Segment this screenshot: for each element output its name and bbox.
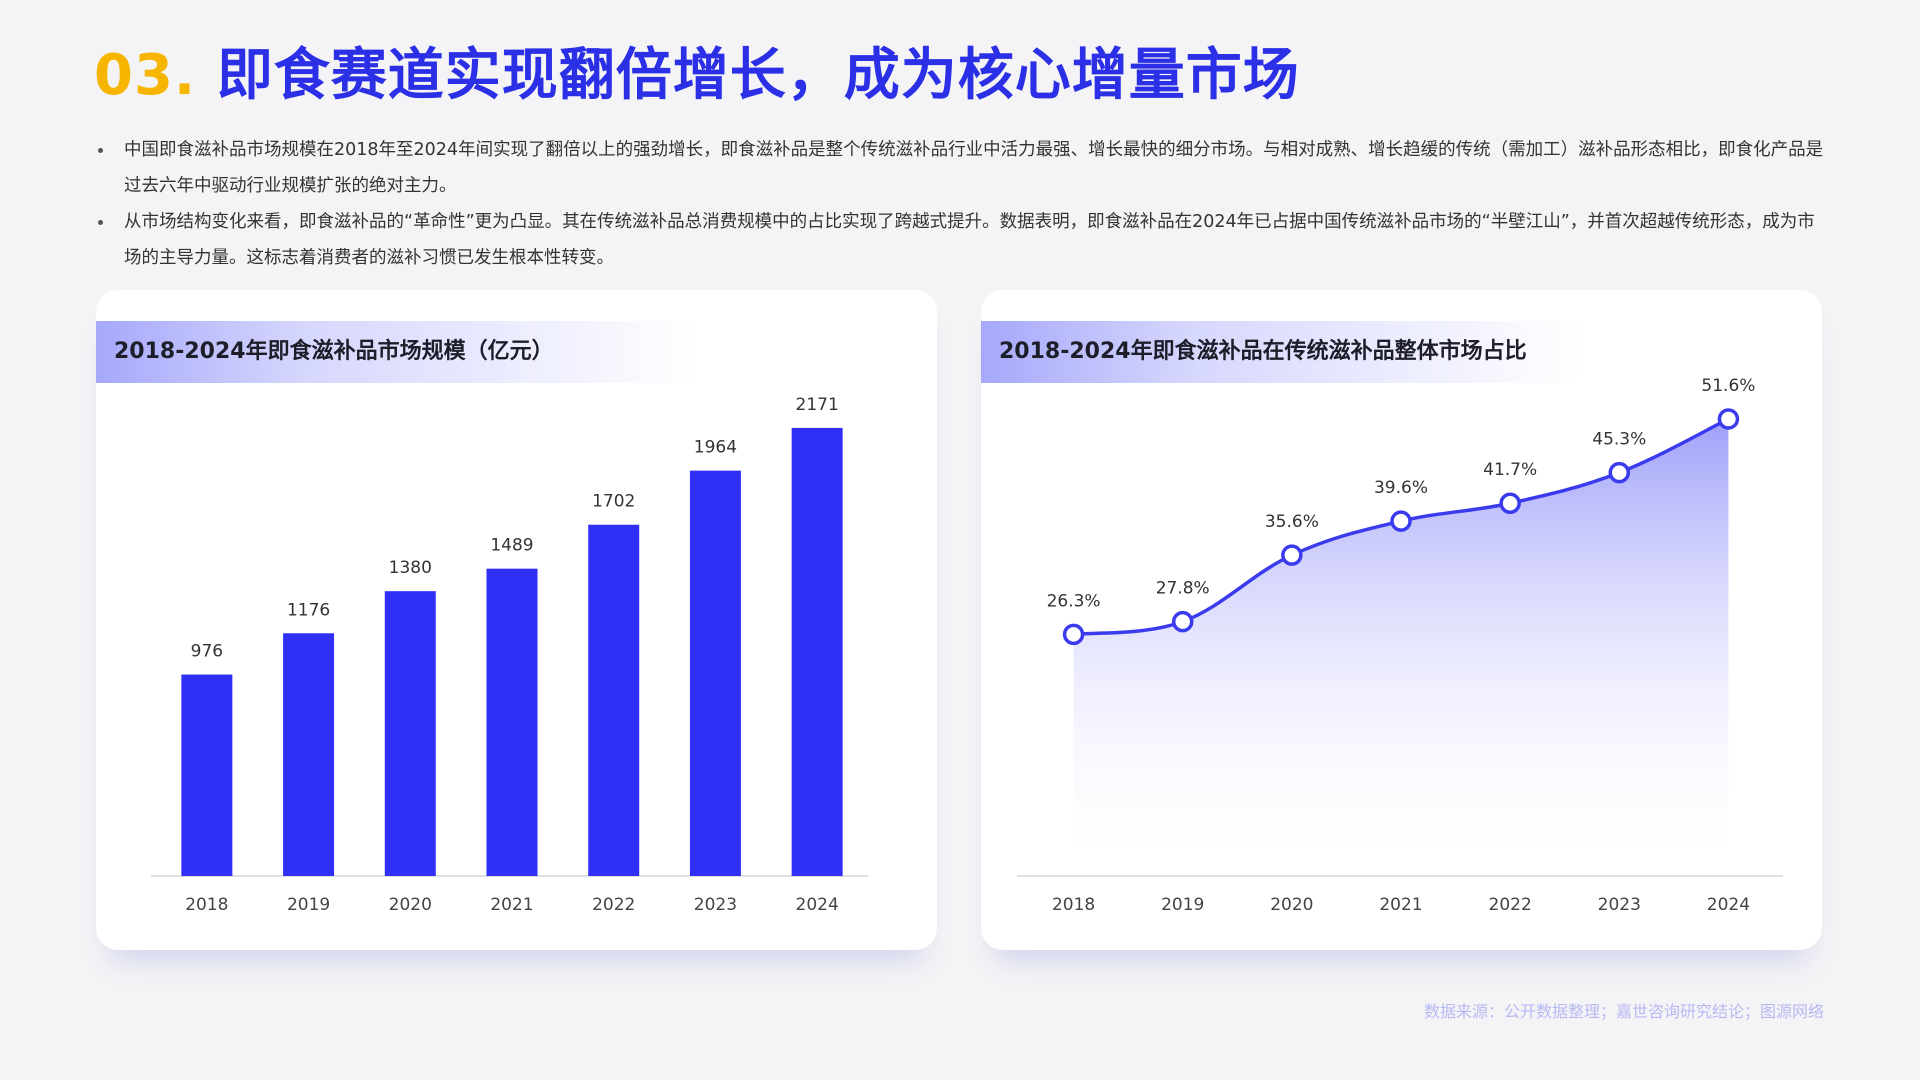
data-source-note: 数据来源：公开数据整理；嘉世咨询研究结论；图源网络 — [1423, 1002, 1824, 1021]
bullet-item: 中国即食滋补品市场规模在2018年至2024年间实现了翻倍以上的强劲增长，即食滋… — [96, 132, 1826, 204]
point-value-label: 51.6% — [1701, 376, 1755, 396]
x-tick-label: 2023 — [1598, 895, 1641, 915]
bar-value-label: 1380 — [389, 558, 432, 578]
data-point-2023 — [1608, 461, 1631, 484]
market-size-card: 976 2018 1176 2019 1380 2020 1489 2021 1702 2022 1… — [96, 290, 937, 950]
market-share-card: 26.3% 2018 27.8% 2019 35.6% 2020 39.6% 2021 41.7… — [981, 290, 1822, 950]
bar-2020 — [384, 591, 436, 876]
bullet-item: 从市场结构变化来看，即食滋补品的“革命性”更为凸显。其在传统滋补品总消费规模中的… — [96, 204, 1826, 276]
point-value-label: 26.3% — [1047, 591, 1101, 611]
card-header: 2018-2024年即食滋补品在传统滋补品整体市场占比 — [981, 321, 1581, 383]
bar-value-label: 1964 — [694, 438, 737, 458]
chart-title: 2018-2024年即食滋补品在传统滋补品整体市场占比 — [999, 339, 1527, 364]
bar-2022 — [588, 524, 640, 876]
section-number: 03. — [94, 43, 197, 108]
x-tick-label: 2021 — [1379, 895, 1422, 915]
bar-2018 — [181, 674, 233, 876]
bar-value-label: 1702 — [592, 492, 635, 512]
point-value-label: 41.7% — [1483, 460, 1537, 480]
x-tick-label: 2024 — [796, 895, 839, 915]
market-share-area-chart: 26.3% 2018 27.8% 2019 35.6% 2020 39.6% 2021 41.7… — [1017, 376, 1783, 915]
bar-2024 — [791, 427, 843, 876]
section-title: 即食赛道实现翻倍增长，成为核心增量市场 — [216, 43, 1300, 108]
bar-2021 — [486, 568, 538, 876]
bar-value-label: 1176 — [287, 600, 330, 620]
point-value-label: 39.6% — [1374, 478, 1428, 498]
data-point-2018 — [1062, 623, 1085, 646]
bar-2023 — [689, 470, 741, 876]
data-point-2020 — [1281, 544, 1303, 566]
x-tick-label: 2018 — [185, 895, 228, 915]
x-tick-label: 2023 — [694, 895, 737, 915]
bar-value-label: 1489 — [490, 536, 533, 556]
x-tick-label: 2018 — [1052, 895, 1095, 915]
chart-title: 2018-2024年即食滋补品市场规模（亿元） — [114, 339, 554, 364]
point-value-label: 35.6% — [1265, 512, 1319, 532]
card-header: 2018-2024年即食滋补品市场规模（亿元） — [96, 321, 696, 383]
bar-value-label: 2171 — [796, 395, 839, 415]
x-tick-label: 2020 — [389, 895, 432, 915]
x-tick-label: 2021 — [490, 895, 533, 915]
x-tick-label: 2022 — [1489, 895, 1532, 915]
bar-2019 — [283, 633, 335, 876]
data-point-2021 — [1390, 510, 1412, 532]
data-point-2022 — [1499, 492, 1521, 514]
point-value-label: 45.3% — [1592, 430, 1646, 450]
x-tick-label: 2019 — [287, 895, 330, 915]
page-title: 03. 即食赛道实现翻倍增长，成为核心增量市场 — [94, 30, 1300, 111]
x-tick-label: 2022 — [592, 895, 635, 915]
point-value-label: 27.8% — [1156, 579, 1210, 599]
area-fill — [1073, 418, 1729, 876]
summary-bullets: 中国即食滋补品市场规模在2018年至2024年间实现了翻倍以上的强劲增长，即食滋… — [96, 132, 1826, 276]
data-point-2024 — [1717, 408, 1740, 430]
bar-value-label: 976 — [191, 642, 223, 662]
data-point-2019 — [1171, 610, 1194, 633]
x-tick-label: 2020 — [1270, 895, 1313, 915]
market-size-bar-chart: 976 2018 1176 2019 1380 2020 1489 2021 1702 2022 1… — [151, 395, 868, 915]
x-tick-label: 2024 — [1707, 895, 1750, 915]
x-tick-label: 2019 — [1161, 895, 1204, 915]
